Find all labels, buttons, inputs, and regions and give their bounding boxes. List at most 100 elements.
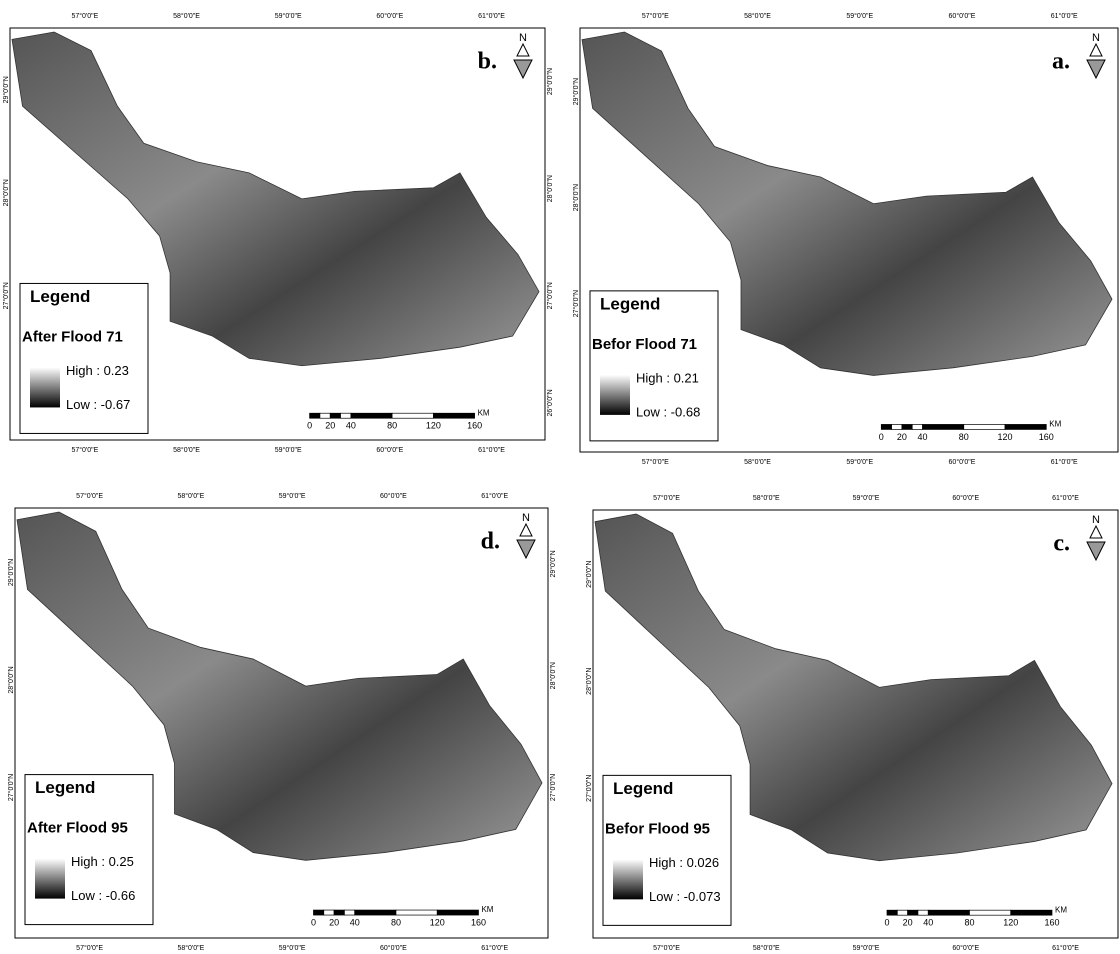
north-label: N xyxy=(1092,32,1100,44)
bottom-tick-label: 58°0'0"E xyxy=(753,944,780,952)
top-tick-label: 60°0'0"E xyxy=(380,492,407,500)
scale-segment xyxy=(396,910,437,915)
scale-segment xyxy=(324,910,334,915)
top-tick-label: 60°0'0"E xyxy=(949,12,976,20)
bottom-tick-label: 57°0'0"E xyxy=(653,944,680,952)
legend-high: High : 0.23 xyxy=(66,363,129,378)
scale-segment xyxy=(902,424,912,429)
bottom-tick-label: 60°0'0"E xyxy=(949,458,976,466)
left-tick-label: 28°0'0"N xyxy=(7,666,15,693)
bottom-tick-label: 61°0'0"E xyxy=(1051,458,1078,466)
bottom-tick-label: 59°0'0"E xyxy=(846,458,873,466)
legend-low: Low : -0.68 xyxy=(636,404,700,419)
map-panel: 57°0'0"E 58°0'0"E 59°0'0"E 60°0'0"E 61°0'0"E… xyxy=(2,12,554,454)
top-tick-label: 61°0'0"E xyxy=(481,492,508,500)
legend-high: High : 0.25 xyxy=(71,854,134,869)
scale-label: 120 xyxy=(998,432,1013,442)
bottom-tick-label: 58°0'0"E xyxy=(173,446,200,454)
scale-segment xyxy=(964,424,1005,429)
legend-low: Low : -0.073 xyxy=(649,889,721,904)
north-label: N xyxy=(519,32,527,44)
panel-letter: d. xyxy=(481,529,500,555)
left-tick-label: 27°0'0"N xyxy=(572,290,580,317)
scale-segment xyxy=(897,910,907,915)
bottom-tick-label: 60°0'0"E xyxy=(376,446,403,454)
top-tick-label: 61°0'0"E xyxy=(1052,494,1079,502)
figure: 57°0'0"E 58°0'0"E 59°0'0"E 60°0'0"E 61°0'0"E… xyxy=(0,0,1120,954)
scale-label: 0 xyxy=(884,918,889,928)
legend-gradient xyxy=(600,375,630,415)
scale-segment xyxy=(1005,424,1046,429)
top-tick-label: 59°0'0"E xyxy=(279,492,306,500)
left-tick-label: 29°0'0"N xyxy=(585,561,593,588)
scale-segment xyxy=(313,910,323,915)
scale-label: 40 xyxy=(346,421,356,431)
scale-label: 160 xyxy=(1044,918,1059,928)
bottom-tick-label: 59°0'0"E xyxy=(275,446,302,454)
right-tick-label: 28°0'0"N xyxy=(549,662,557,689)
map-panel: 57°0'0"E 58°0'0"E 59°0'0"E 60°0'0"E 61°0'0"E… xyxy=(7,492,557,952)
legend-title: Legend xyxy=(30,287,90,306)
bottom-tick-label: 61°0'0"E xyxy=(481,944,508,952)
scale-unit: KM xyxy=(478,408,490,417)
scale-segment xyxy=(344,910,354,915)
scale-segment xyxy=(1011,910,1052,915)
legend-layer: After Flood 71 xyxy=(22,328,123,345)
bottom-tick-label: 59°0'0"E xyxy=(279,944,306,952)
top-tick-label: 58°0'0"E xyxy=(177,492,204,500)
legend-title: Legend xyxy=(600,294,660,313)
scale-label: 20 xyxy=(897,432,907,442)
panel-letter: c. xyxy=(1053,531,1070,557)
legend-gradient xyxy=(613,859,643,899)
right-tick-label: 27°0'0"N xyxy=(546,282,554,309)
legend-high: High : 0.21 xyxy=(636,370,699,385)
scale-segment xyxy=(887,910,897,915)
top-tick-label: 60°0'0"E xyxy=(952,494,979,502)
scale-label: 0 xyxy=(311,917,316,927)
legend-title: Legend xyxy=(613,779,673,798)
legend-low: Low : -0.67 xyxy=(66,397,130,412)
left-tick-label: 28°0'0"N xyxy=(572,184,580,211)
scale-label: 80 xyxy=(959,432,969,442)
top-tick-label: 61°0'0"E xyxy=(478,12,505,20)
scale-label: 120 xyxy=(426,421,441,431)
right-tick-label: 29°0'0"N xyxy=(546,68,554,95)
top-tick-label: 59°0'0"E xyxy=(275,12,302,20)
scale-segment xyxy=(970,910,1011,915)
scale-segment xyxy=(355,910,396,915)
legend-gradient xyxy=(35,859,65,899)
scale-label: 20 xyxy=(903,918,913,928)
bottom-tick-label: 57°0'0"E xyxy=(71,446,98,454)
bottom-tick-label: 60°0'0"E xyxy=(952,944,979,952)
top-tick-label: 58°0'0"E xyxy=(753,494,780,502)
scale-label: 40 xyxy=(923,918,933,928)
legend-layer: After Flood 95 xyxy=(27,820,128,837)
scale-label: 80 xyxy=(391,917,401,927)
scale-unit: KM xyxy=(1055,905,1067,914)
legend-layer: Befor Flood 71 xyxy=(592,336,697,353)
scale-segment xyxy=(341,413,351,418)
scale-label: 40 xyxy=(918,432,928,442)
scale-label: 20 xyxy=(325,421,335,431)
top-tick-label: 57°0'0"E xyxy=(76,492,103,500)
panel-letter: a. xyxy=(1052,49,1070,75)
map-panel: 57°0'0"E 58°0'0"E 59°0'0"E 60°0'0"E 61°0'0"E… xyxy=(585,494,1118,952)
bottom-tick-label: 58°0'0"E xyxy=(744,458,771,466)
right-tick-label: 26°0'0"N xyxy=(546,389,554,416)
panel-letter: b. xyxy=(478,49,497,75)
top-tick-label: 58°0'0"E xyxy=(173,12,200,20)
left-tick-label: 29°0'0"N xyxy=(572,78,580,105)
left-tick-label: 27°0'0"N xyxy=(7,774,15,801)
scale-unit: KM xyxy=(1049,420,1061,429)
scale-segment xyxy=(392,413,433,418)
left-tick-label: 28°0'0"N xyxy=(2,179,10,206)
top-tick-label: 58°0'0"E xyxy=(744,12,771,20)
legend-gradient xyxy=(30,367,60,407)
scale-label: 120 xyxy=(1003,918,1018,928)
scale-label: 0 xyxy=(307,421,312,431)
bottom-tick-label: 58°0'0"E xyxy=(177,944,204,952)
scale-segment xyxy=(912,424,922,429)
scale-label: 120 xyxy=(430,917,445,927)
bottom-tick-label: 59°0'0"E xyxy=(853,944,880,952)
